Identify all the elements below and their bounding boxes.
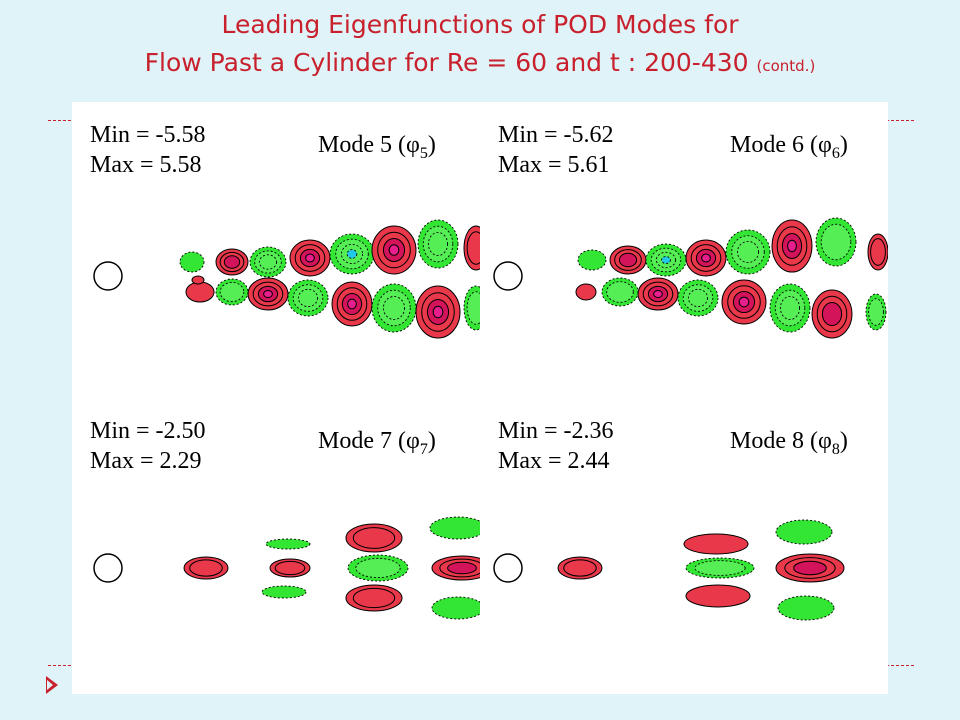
- positive-contour-blob: [463, 225, 480, 271]
- positive-contour-blob: [331, 281, 373, 327]
- min-label: Min = -5.58: [90, 122, 206, 148]
- positive-contour-blob: [721, 279, 767, 325]
- positive-contour-blob: [867, 233, 888, 271]
- positive-contour-blob: [371, 225, 417, 275]
- positive-contour-blob: [183, 556, 229, 580]
- min-label: Min = -2.50: [90, 418, 206, 444]
- positive-contour-blob: [771, 219, 813, 273]
- positive-contour-blob: [191, 275, 205, 285]
- positive-contour-blob: [775, 553, 845, 583]
- negative-contour-blob: [287, 279, 329, 317]
- positive-contour-blob: [415, 285, 461, 339]
- mode-panel-6: Min = -5.62 Max = 5.61 Mode 6 (φ6): [493, 122, 888, 339]
- negative-contour-blob: [215, 278, 249, 306]
- positive-contour-blob: [215, 248, 249, 276]
- positive-contour-blob: [685, 584, 751, 608]
- positive-contour-blob: [557, 556, 603, 580]
- negative-contour-blob: [685, 557, 755, 579]
- negative-contour-blob: [329, 233, 375, 275]
- negative-contour-blob: [645, 243, 687, 277]
- negative-contour-blob: [347, 554, 409, 582]
- cylinder-icon: [93, 261, 123, 291]
- positive-contour-blob: [637, 277, 679, 311]
- max-label: Max = 5.58: [90, 152, 202, 178]
- positive-contour-blob: [345, 584, 403, 612]
- min-label: Min = -2.36: [498, 418, 614, 444]
- negative-contour-blob: [431, 596, 480, 620]
- slide-title-line2: Flow Past a Cylinder for Re = 60 and t :…: [0, 48, 960, 81]
- negative-contour-blob: [577, 249, 607, 271]
- negative-contour-blob: [777, 595, 835, 621]
- negative-contour-blob: [265, 538, 311, 550]
- cylinder-icon: [493, 261, 523, 291]
- positive-contour-blob: [269, 558, 311, 578]
- mode-label: Mode 5 (φ5): [318, 132, 436, 162]
- negative-contour-blob: [429, 516, 480, 540]
- slide-title-suffix: (contd.): [756, 57, 816, 75]
- max-label: Max = 5.61: [498, 152, 610, 178]
- mode-panel-5: Min = -5.58 Max = 5.58 Mode 5 (φ5): [90, 122, 480, 339]
- positive-contour-blob: [685, 239, 727, 277]
- negative-contour-blob: [371, 283, 417, 333]
- bullet-arrow-icon: [46, 676, 58, 694]
- negative-contour-blob: [417, 219, 459, 269]
- min-label: Min = -5.62: [498, 122, 614, 148]
- positive-contour-blob: [609, 245, 647, 275]
- negative-contour-blob: [677, 279, 719, 317]
- negative-contour-blob: [769, 283, 811, 333]
- negative-contour-blob: [249, 246, 287, 278]
- mode-label: Mode 6 (φ6): [730, 132, 848, 162]
- positive-contour-blob: [289, 239, 331, 277]
- negative-contour-blob: [775, 519, 833, 545]
- max-label: Max = 2.29: [90, 448, 202, 474]
- cylinder-icon: [93, 553, 123, 583]
- positive-contour-blob: [185, 281, 215, 303]
- positive-contour-blob: [811, 289, 853, 339]
- slide-title-main: Flow Past a Cylinder for Re = 60 and t :…: [144, 48, 749, 77]
- positive-contour-blob: [247, 277, 289, 311]
- mode-panel-7: Min = -2.50 Max = 2.29 Mode 7 (φ7): [90, 418, 480, 620]
- positive-contour-blob: [431, 555, 480, 581]
- slide-title-line1: Leading Eigenfunctions of POD Modes for: [221, 10, 739, 39]
- positive-contour-blob: [683, 533, 749, 555]
- mode-label: Mode 7 (φ7): [318, 428, 436, 458]
- negative-contour-blob: [865, 293, 887, 331]
- mode-label: Mode 8 (φ8): [730, 428, 848, 458]
- negative-contour-blob: [179, 251, 205, 273]
- negative-contour-blob: [815, 217, 857, 267]
- pod-modes-figure: Min = -5.58 Max = 5.58 Mode 5 (φ5) Min = -5…: [72, 102, 888, 694]
- positive-contour-blob: [345, 523, 403, 553]
- negative-contour-blob: [261, 585, 307, 599]
- max-label: Max = 2.44: [498, 448, 610, 474]
- mode-panel-8: Min = -2.36 Max = 2.44 Mode 8 (φ8): [493, 418, 848, 621]
- negative-contour-blob: [601, 277, 639, 307]
- positive-contour-blob: [575, 283, 597, 301]
- negative-contour-blob: [725, 229, 771, 275]
- cylinder-icon: [493, 553, 523, 583]
- negative-contour-blob: [463, 285, 480, 331]
